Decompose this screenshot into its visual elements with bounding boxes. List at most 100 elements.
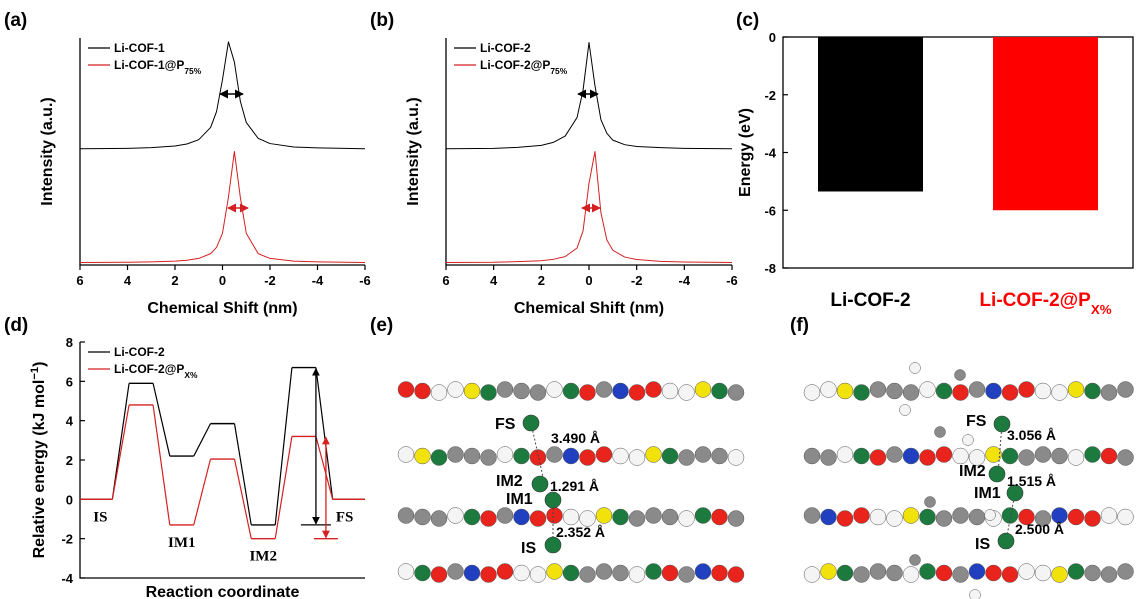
atom xyxy=(920,564,936,580)
atom xyxy=(613,509,629,525)
atom xyxy=(970,590,981,599)
atom xyxy=(969,509,985,525)
atom xyxy=(662,509,678,525)
atom xyxy=(953,567,969,583)
y-tick-label: -8 xyxy=(764,261,776,276)
atom xyxy=(431,385,447,401)
atom xyxy=(596,382,612,398)
atom xyxy=(920,382,936,398)
atom xyxy=(854,385,870,401)
connector xyxy=(235,424,252,525)
x-tick-label: 4 xyxy=(124,273,132,288)
atom xyxy=(900,405,911,416)
atom xyxy=(398,564,414,580)
li-atom xyxy=(545,492,561,508)
atom xyxy=(1068,564,1084,580)
y-axis-label: Intensity (a.u.) xyxy=(405,97,422,205)
atom xyxy=(530,385,546,401)
atom xyxy=(481,567,497,583)
legend-label: Li-COF-1@P75% xyxy=(114,58,202,76)
atom xyxy=(563,565,579,581)
atom xyxy=(1085,511,1101,527)
x-tick-label: 6 xyxy=(76,273,83,288)
atom xyxy=(695,564,711,580)
atom xyxy=(903,385,919,401)
category-label: Li-COF-2@PX% xyxy=(979,290,1111,317)
x-tick-label: -2 xyxy=(264,273,276,288)
atom xyxy=(629,567,645,583)
atom xyxy=(662,448,678,464)
distance-label: 3.490 Å xyxy=(551,430,600,446)
bar xyxy=(818,37,923,191)
x-tick-label: -4 xyxy=(312,273,324,288)
atom xyxy=(547,447,563,463)
legend-label: Li-COF-1 xyxy=(114,41,165,55)
connector xyxy=(316,368,333,500)
atom xyxy=(679,450,695,466)
atom xyxy=(1019,382,1035,398)
atom xyxy=(563,383,579,399)
atom xyxy=(695,508,711,524)
atom xyxy=(854,448,870,464)
x-tick-label: -6 xyxy=(726,273,738,288)
x-tick-label: 4 xyxy=(490,273,498,288)
atom xyxy=(398,447,414,463)
state-label: FS xyxy=(495,416,516,433)
atom xyxy=(712,383,728,399)
atom xyxy=(887,565,903,581)
distance-label: 1.515 Å xyxy=(1007,473,1056,489)
panel-label: (c) xyxy=(736,10,759,31)
atom xyxy=(1002,385,1018,401)
atom xyxy=(1052,448,1068,464)
atom xyxy=(985,510,996,521)
li-atom xyxy=(532,476,548,492)
atom xyxy=(1101,448,1117,464)
atom xyxy=(530,511,546,527)
category-label-part: Li-COF-2@P xyxy=(979,290,1091,311)
distance-label: 2.500 Å xyxy=(1015,521,1064,537)
state-label: IM2 xyxy=(496,473,523,490)
connector xyxy=(194,459,211,525)
atom xyxy=(1052,385,1068,401)
atom xyxy=(547,508,563,524)
atom xyxy=(646,508,662,524)
atom xyxy=(821,450,837,466)
x-tick-label: -6 xyxy=(359,273,371,288)
y-axis-label-part: Energy (eV) xyxy=(737,108,754,197)
atom xyxy=(1019,450,1035,466)
state-label: IM1 xyxy=(506,491,533,508)
atom xyxy=(837,447,853,463)
legend-label: Li-COF-2 xyxy=(480,41,531,55)
atom xyxy=(821,509,837,525)
atom xyxy=(431,450,447,466)
atom xyxy=(936,447,952,463)
y-tick-label: -4 xyxy=(61,571,73,586)
atom xyxy=(837,565,853,581)
atom xyxy=(1085,565,1101,581)
atom xyxy=(955,370,966,381)
y-axis-label-part: Relative energy (kJ mol xyxy=(31,380,48,559)
y-axis-label: Energy (eV) xyxy=(737,108,754,197)
stage-label: IS xyxy=(93,509,107,525)
stage-label: IM2 xyxy=(249,549,277,565)
connector xyxy=(275,368,292,525)
connector xyxy=(194,424,211,456)
distance-label: 3.056 Å xyxy=(1007,427,1056,443)
legend-label: Li-COF-2@P75% xyxy=(480,58,568,76)
li-atom xyxy=(998,533,1014,549)
atom xyxy=(887,447,903,463)
distance-label: 1.291 Å xyxy=(550,478,599,494)
atom xyxy=(821,564,837,580)
axis-line xyxy=(446,38,732,265)
y-axis-label-part: Intensity (a.u.) xyxy=(39,97,56,205)
atom xyxy=(398,382,414,398)
atom xyxy=(613,383,629,399)
atom xyxy=(646,447,662,463)
legend-label-part: 75% xyxy=(184,66,201,76)
atom xyxy=(936,511,952,527)
atom xyxy=(662,565,678,581)
atom xyxy=(712,509,728,525)
y-tick-label: -6 xyxy=(764,203,776,218)
x-tick-label: -2 xyxy=(631,273,643,288)
atom xyxy=(1068,509,1084,525)
